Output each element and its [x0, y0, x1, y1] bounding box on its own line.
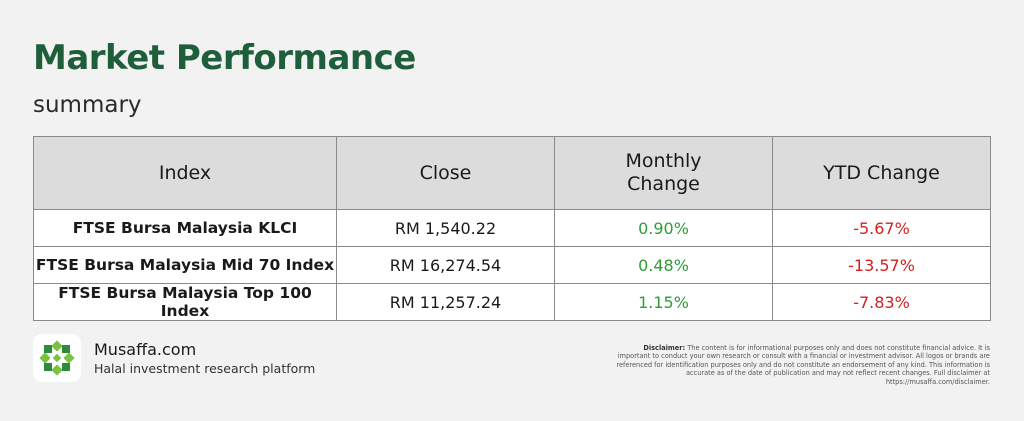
index-name: FTSE Bursa Malaysia KLCI — [33, 209, 337, 247]
column-header-close: Close — [336, 136, 555, 210]
close-value: RM 11,257.24 — [336, 283, 555, 321]
monthly-change-value: 1.15% — [554, 283, 773, 321]
close-value: RM 16,274.54 — [336, 246, 555, 284]
index-name: FTSE Bursa Malaysia Top 100 Index — [33, 283, 337, 321]
brand-tagline: Halal investment research platform — [94, 361, 316, 376]
index-name: FTSE Bursa Malaysia Mid 70 Index — [33, 246, 337, 284]
disclaimer-label: Disclaimer: — [643, 344, 686, 352]
table-row: FTSE Bursa Malaysia Mid 70 Index RM 16,2… — [33, 246, 991, 284]
close-value: RM 1,540.22 — [336, 209, 555, 247]
musaffa-star-icon — [39, 340, 75, 376]
ytd-change-value: -5.67% — [772, 209, 991, 247]
column-header-monthly-change: Monthly Change — [554, 136, 773, 210]
table-row: FTSE Bursa Malaysia KLCI RM 1,540.22 0.9… — [33, 209, 991, 247]
brand-name: Musaffa.com — [94, 340, 197, 359]
brand-logo — [33, 334, 81, 382]
ytd-change-value: -13.57% — [772, 246, 991, 284]
column-header-index: Index — [33, 136, 337, 210]
monthly-change-value: 0.48% — [554, 246, 773, 284]
ytd-change-value: -7.83% — [772, 283, 991, 321]
monthly-change-value: 0.90% — [554, 209, 773, 247]
disclaimer-text: The content is for informational purpose… — [616, 344, 990, 386]
market-performance-table: Index Close Monthly Change YTD Change FT… — [33, 136, 991, 321]
table-row: FTSE Bursa Malaysia Top 100 Index RM 11,… — [33, 283, 991, 321]
table-header-row: Index Close Monthly Change YTD Change — [33, 136, 991, 210]
disclaimer: Disclaimer: The content is for informati… — [610, 344, 990, 386]
page-title: Market Performance — [33, 38, 416, 78]
column-header-ytd-change: YTD Change — [772, 136, 991, 210]
page-subtitle: summary — [33, 92, 142, 118]
